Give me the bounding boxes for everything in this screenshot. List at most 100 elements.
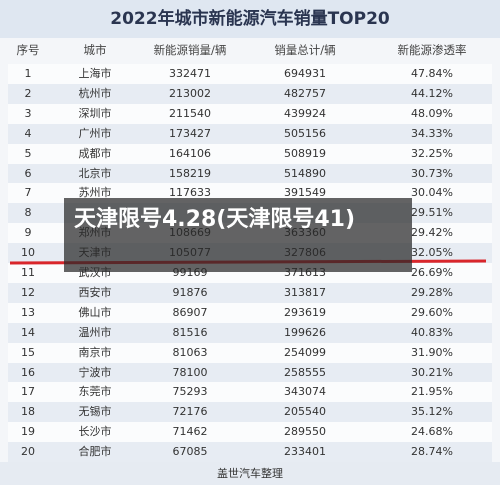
cell: 20	[21, 445, 35, 459]
cell: 31.90%	[411, 345, 453, 359]
cell: 2	[24, 86, 32, 100]
cell: 30.21%	[411, 365, 453, 379]
cell: 西安市	[78, 285, 112, 299]
cell: 温州市	[78, 325, 112, 339]
cell: 482757	[284, 86, 326, 100]
cell: 81516	[172, 325, 208, 339]
cell: 71462	[172, 425, 208, 439]
table-row: 20 合肥市 67085 233401 28.74%	[8, 442, 492, 463]
cell: 514890	[284, 166, 326, 180]
cell: 城市	[83, 43, 107, 57]
title: 2022年城市新能源汽车销量TOP20	[0, 0, 500, 38]
cell: 233401	[284, 445, 326, 459]
cell: 254099	[284, 345, 326, 359]
cell: 30.73%	[411, 166, 453, 180]
cell: 26.69%	[411, 266, 453, 279]
cell: 694931	[284, 67, 326, 80]
cell: 3	[24, 106, 32, 120]
footer: 盖世汽车整理	[0, 462, 500, 485]
cell: 6	[24, 166, 32, 180]
table-row: 15 南京市 81063 254099 31.90%	[8, 342, 492, 363]
overlay-caption: 天津限号4.28(天津限号41)	[64, 198, 412, 272]
cell: 北京市	[78, 166, 112, 180]
cell: 67085	[172, 445, 208, 459]
cell: 无锡市	[78, 405, 112, 419]
table-row: 12 西安市 91876 313817 29.28%	[8, 282, 492, 303]
cell: 宁波市	[78, 365, 112, 379]
cell: 86907	[172, 305, 208, 319]
cell: 158219	[169, 166, 211, 180]
cell: 深圳市	[78, 106, 112, 120]
cell: 合肥市	[78, 445, 112, 459]
cell: 1	[24, 67, 32, 80]
table-row: 17 东莞市 75293 343074 21.95%	[8, 382, 492, 403]
cell: 81063	[172, 345, 208, 359]
cell: 313817	[284, 285, 326, 299]
cell: 508919	[284, 146, 326, 160]
cell: 117633	[169, 186, 211, 200]
cell: 391549	[284, 186, 326, 200]
table-row: 19 长沙市 71462 289550 24.68%	[8, 422, 492, 443]
cell: 广州市	[78, 126, 112, 140]
cell: 苏州市	[78, 186, 112, 200]
cell: 南京市	[78, 345, 112, 359]
cell: 30.04%	[411, 186, 453, 200]
cell: 48.09%	[411, 106, 453, 120]
cell: 293619	[284, 305, 326, 319]
cell: 8	[24, 206, 32, 220]
cell: 9	[24, 226, 32, 240]
cell: 44.12%	[411, 86, 453, 100]
table-row: 16 宁波市 78100 258555 30.21%	[8, 362, 492, 383]
cell: 销量总计/辆	[274, 43, 336, 57]
cell: 东莞市	[78, 385, 112, 399]
cell: 长沙市	[78, 425, 112, 439]
cell: 34.33%	[411, 126, 453, 140]
cell: 32.25%	[411, 146, 453, 160]
header-row: 序号 城市 新能源销量/辆 销量总计/辆 新能源渗透率	[8, 40, 492, 60]
cell: 205540	[284, 405, 326, 419]
cell: 12	[21, 285, 35, 299]
cell: 11	[21, 266, 35, 279]
cell: 72176	[172, 405, 208, 419]
cell: 343074	[284, 385, 326, 399]
cell: 24.68%	[411, 425, 453, 439]
table-row: 3 深圳市 211540 439924 48.09%	[8, 103, 492, 124]
cell: 29.42%	[411, 226, 453, 240]
cell: 佛山市	[78, 305, 112, 319]
cell: 17	[21, 385, 35, 399]
cell: 16	[21, 365, 35, 379]
cell: 杭州市	[78, 86, 112, 100]
cell: 新能源销量/辆	[153, 43, 227, 57]
cell: 成都市	[78, 146, 112, 160]
cell: 32.05%	[411, 246, 453, 260]
cell: 序号	[16, 43, 40, 57]
cell: 21.95%	[411, 385, 453, 399]
table-row: 13 佛山市 86907 293619 29.60%	[8, 302, 492, 323]
table-row: 18 无锡市 72176 205540 35.12%	[8, 402, 492, 423]
cell: 78100	[172, 365, 208, 379]
cell: 4	[24, 126, 32, 140]
table-row: 6 北京市 158219 514890 30.73%	[8, 163, 492, 184]
cell: 13	[21, 305, 35, 319]
table-row: 14 温州市 81516 199626 40.83%	[8, 322, 492, 343]
cell: 10	[21, 246, 35, 260]
cell: 29.28%	[411, 285, 453, 299]
cell: 75293	[172, 385, 208, 399]
cell: 213002	[169, 86, 211, 100]
table-row: 5 成都市 164106 508919 32.25%	[8, 143, 492, 164]
cell: 新能源渗透率	[397, 43, 467, 57]
cell: 40.83%	[411, 325, 453, 339]
cell: 5	[24, 146, 32, 160]
cell: 35.12%	[411, 405, 453, 419]
cell: 91876	[172, 285, 208, 299]
cell: 14	[21, 325, 35, 339]
cell: 505156	[284, 126, 326, 140]
cell: 19	[21, 425, 35, 439]
cell: 28.74%	[411, 445, 453, 459]
cell: 332471	[169, 67, 211, 80]
cell: 7	[24, 186, 32, 200]
cell: 18	[21, 405, 35, 419]
cell: 29.51%	[411, 206, 453, 220]
cell: 258555	[284, 365, 326, 379]
